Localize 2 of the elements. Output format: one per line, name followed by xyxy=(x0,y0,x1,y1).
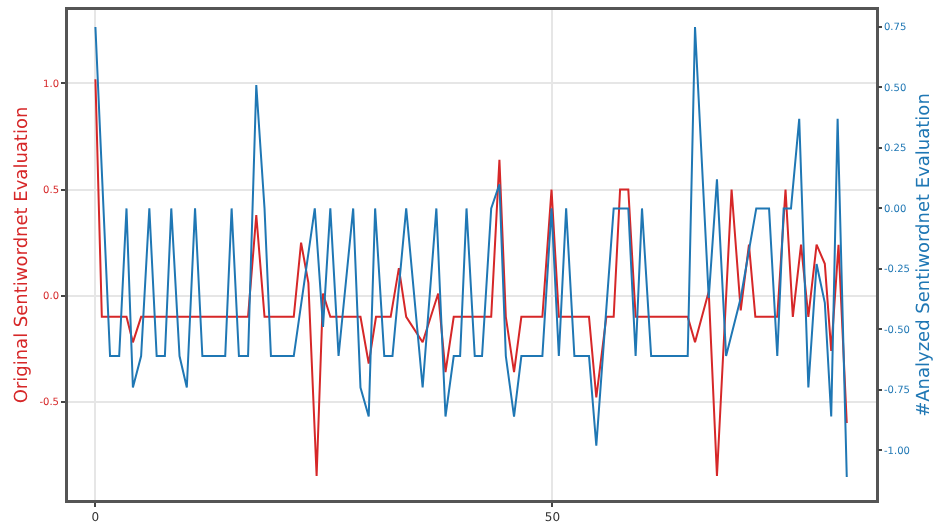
y2-axis-title: #Analyzed Sentiwordnet Evaluation xyxy=(915,93,936,417)
y-axis-title: Original Sentiwordnet Evaluation xyxy=(12,106,33,404)
